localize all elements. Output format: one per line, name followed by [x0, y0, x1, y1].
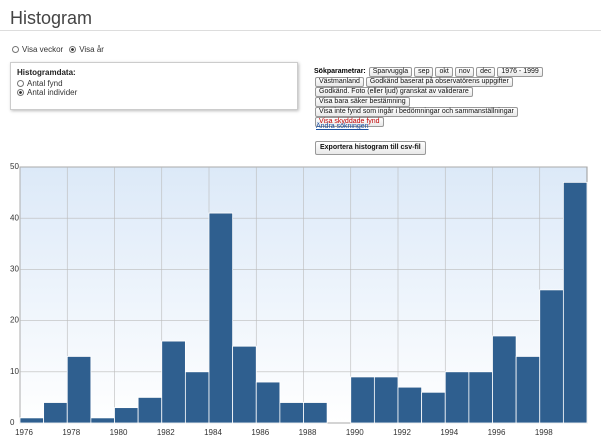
search-label: Sökparametrar: [314, 68, 366, 75]
x-tick-label: 1990 [346, 428, 364, 437]
bar [350, 376, 375, 424]
radio-option[interactable]: Visa veckor [12, 45, 63, 54]
radio-button [12, 46, 19, 53]
bar [562, 181, 588, 424]
radio-option[interactable]: Antal individer [17, 88, 291, 97]
bar [255, 381, 281, 424]
view-options: Visa veckor Visa år [12, 40, 110, 58]
search-tag: sep [414, 67, 434, 77]
bar [184, 371, 210, 424]
y-tick-label: 30 [10, 265, 19, 274]
y-tick-label: 0 [10, 418, 15, 427]
bar [444, 371, 470, 424]
tag-row: Visa bara säker bestämning [314, 90, 544, 107]
search-tag: 1976 - 1999 [497, 67, 543, 77]
radio-label: Visa år [79, 45, 104, 54]
x-tick-label: 1996 [488, 428, 506, 437]
radio-option[interactable]: Visa år [69, 45, 104, 54]
bar [492, 335, 517, 424]
bar [303, 402, 328, 424]
x-tick-label: 1994 [440, 428, 458, 437]
bar [19, 417, 45, 424]
search-tag: Godkänd baserat på observatörens uppgift… [365, 77, 513, 87]
change-search-link[interactable]: Ändra sökningen [316, 123, 369, 130]
box-title: Histogramdata: [17, 68, 76, 77]
bar [66, 356, 92, 424]
x-tick-label: 1978 [62, 428, 80, 437]
bar [90, 417, 115, 424]
search-tag: nov [454, 67, 475, 77]
radio-button [17, 89, 24, 96]
tag-row: Västmanland Godkänd baserat på observatör… [314, 70, 544, 87]
search-params: Sökparametrar: Sparvuggla sep okt nov dec 1976… [314, 60, 544, 127]
search-tag: dec [476, 67, 496, 77]
bar [421, 391, 446, 424]
tag-row: Sökparametrar: Sparvuggla sep okt nov dec 1976… [314, 60, 544, 77]
x-tick-label: 1986 [251, 428, 269, 437]
x-tick-label: 1988 [299, 428, 317, 437]
y-tick-label: 40 [10, 213, 19, 222]
search-tag: Visa inte fynd som ingår i bedömningar o… [315, 107, 518, 117]
search-tag: okt [435, 67, 453, 77]
bar [468, 371, 493, 424]
search-tag: Godkänd. Foto (eller ljud) granskat av v… [315, 87, 473, 97]
bar [279, 402, 304, 424]
divider [0, 30, 601, 31]
x-tick-label: 1998 [535, 428, 553, 437]
bar [539, 289, 564, 424]
radio-button [17, 80, 24, 87]
bar [373, 376, 399, 424]
export-button[interactable]: Exportera histogram till csv-fil [315, 141, 426, 155]
bar [43, 402, 68, 424]
search-tag: Sparvuggla [368, 67, 413, 77]
radio-label: Antal individer [27, 88, 78, 97]
bar [114, 407, 139, 424]
page-title: Histogram [10, 8, 93, 28]
histogram-data-box: Histogramdata: Antal fynd Antal individer [10, 62, 298, 110]
bar [232, 345, 257, 424]
search-tag: Visa skyddade fynd [315, 117, 384, 127]
y-tick-label: 50 [10, 162, 19, 171]
x-tick-label: 1976 [15, 428, 33, 437]
search-tag: Västmanland [315, 77, 364, 87]
radio-option[interactable]: Antal fynd [17, 79, 291, 88]
x-tick-label: 1984 [204, 428, 222, 437]
bar [161, 340, 186, 424]
x-tick-label: 1982 [157, 428, 175, 437]
tag-row: Visa skyddade fynd [314, 110, 544, 127]
y-tick-label: 20 [10, 316, 19, 325]
histogram-options: Antal fynd Antal individer [17, 79, 297, 97]
bar [208, 212, 234, 424]
x-tick-label: 1992 [393, 428, 411, 437]
radio-label: Visa veckor [22, 45, 64, 54]
y-tick-label: 10 [10, 367, 19, 376]
tag-row: Visa inte fynd som ingår i bedömningar o… [314, 100, 544, 117]
bar [515, 356, 541, 424]
search-tag: Visa bara säker bestämning [315, 97, 410, 107]
radio-button [69, 46, 77, 53]
tag-row: Godkänd. Foto (eller ljud) granskat av v… [314, 80, 544, 97]
x-tick-label: 1980 [110, 428, 128, 437]
bar [397, 386, 423, 424]
chart: 0 10 20 30 40 50 1976 1978 1980 1982 1984 1986 1988 1… [10, 162, 588, 437]
bar [137, 396, 163, 424]
radio-label: Antal fynd [27, 79, 63, 88]
